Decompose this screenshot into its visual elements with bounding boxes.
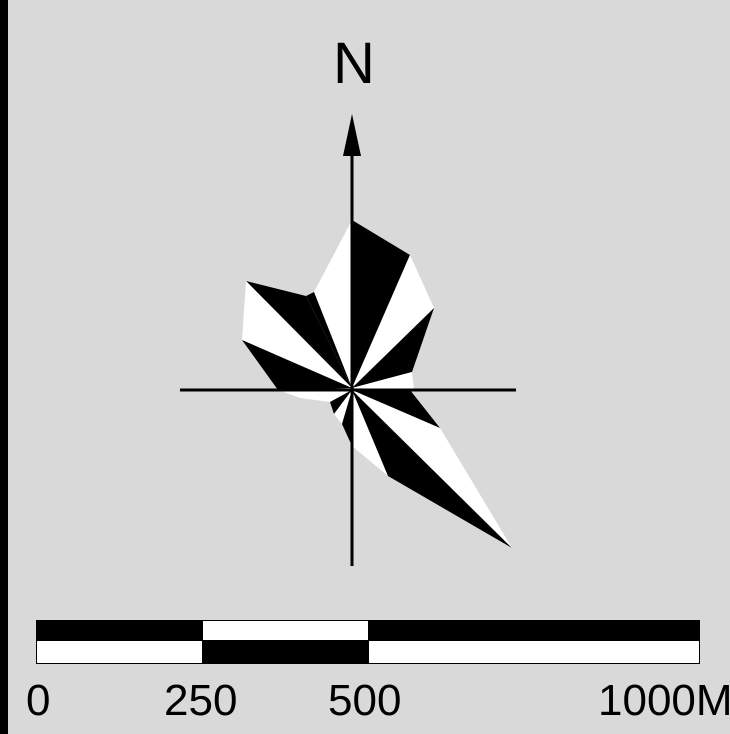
scale-tick-500: 500 — [328, 676, 402, 725]
petal-nne-dark — [352, 220, 410, 388]
petal-wsw-light — [278, 390, 352, 398]
petal-wnw-light — [242, 281, 352, 388]
scale-seg-top-1 — [36, 620, 204, 642]
petal-se-light — [352, 390, 512, 548]
petal-sw-light — [300, 390, 352, 402]
north-label: N — [333, 31, 375, 96]
petal-ssw-dark — [330, 390, 352, 414]
petal-ne-light — [352, 255, 434, 388]
scale-seg-top-3 — [368, 620, 700, 642]
petal-w-dark — [242, 340, 352, 390]
petal-n-light — [314, 220, 352, 388]
petal-ese-dark — [352, 390, 440, 428]
scale-tick-0: 0 — [26, 676, 51, 725]
scale-seg-bottom-2 — [202, 640, 370, 664]
petal-s-light — [334, 390, 352, 424]
north-arrow-icon — [343, 114, 361, 156]
scale-seg-bottom-3 — [368, 640, 700, 664]
petal-nnw-dark — [306, 292, 352, 388]
petal-ene-dark — [352, 308, 434, 388]
scale-seg-top-2 — [202, 620, 370, 642]
wind-rose-petals — [242, 220, 512, 548]
petal-e-light — [352, 372, 414, 390]
scale-tick-250: 250 — [164, 676, 238, 725]
frame-border-left — [0, 0, 8, 734]
scale-tick-1000m: 1000M — [598, 676, 730, 725]
scale-seg-bottom-1 — [36, 640, 204, 664]
petal-s2-dark — [342, 390, 352, 446]
